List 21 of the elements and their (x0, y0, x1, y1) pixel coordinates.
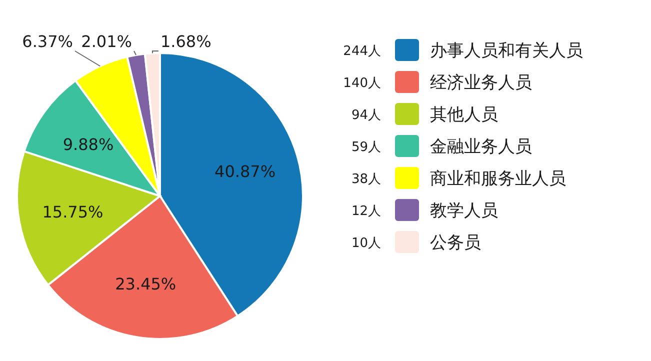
legend-label: 公务员 (430, 233, 481, 253)
legend-label: 教学人员 (430, 201, 498, 221)
text: 12人 (351, 204, 381, 219)
text: 94人 (351, 108, 381, 123)
legend-label: 金融业务人员 (430, 137, 532, 157)
legend-label: 其他人员 (430, 105, 498, 125)
data-label: 15.75% (42, 202, 104, 222)
text: 59人 (351, 140, 381, 155)
data-label: 6.37% (22, 32, 73, 51)
data-label: 2.01% (81, 32, 132, 51)
data-label: 9.88% (62, 134, 114, 154)
text: 140人 (343, 76, 381, 91)
data-label: 40.87% (214, 162, 276, 181)
legend-label: 办事人员和有关人员 (430, 41, 583, 61)
legend-label: 经济业务人员 (430, 73, 532, 93)
text: 38人 (351, 172, 381, 187)
text: 244人 (343, 44, 381, 59)
legend-label: 商业和服务业人员 (430, 169, 566, 189)
text: 10人 (351, 236, 381, 251)
data-label: 23.45% (115, 274, 176, 294)
data-label: 1.68% (160, 32, 212, 51)
